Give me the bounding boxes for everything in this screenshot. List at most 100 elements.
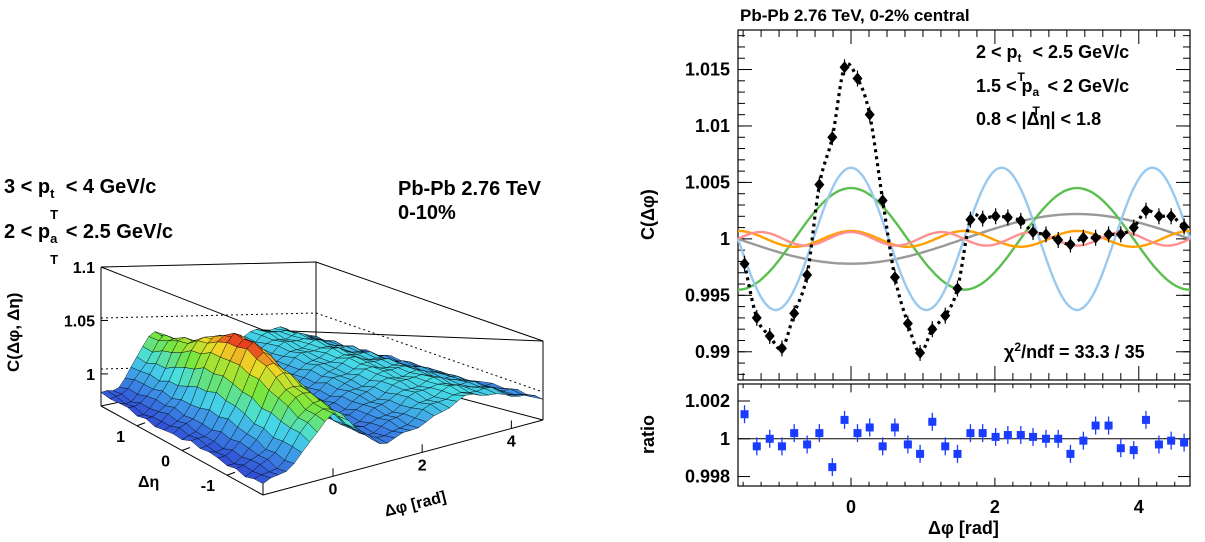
surface-cell <box>522 394 544 400</box>
y-tick-label: 1 <box>720 229 730 249</box>
right-xlabel: Δφ [rad] <box>928 518 999 538</box>
data-point <box>877 194 888 207</box>
y3d-tick <box>226 471 236 476</box>
ratio-point <box>752 442 761 451</box>
ratio-point <box>853 429 862 438</box>
ratio-point <box>1091 421 1100 430</box>
ratio-point <box>790 429 799 438</box>
ratio-point <box>840 415 849 424</box>
y-tick-label: 1.01 <box>695 116 730 136</box>
data-point <box>1065 238 1076 251</box>
data-point <box>852 72 863 85</box>
ratio-point <box>1116 444 1125 453</box>
ratio-point <box>803 440 812 449</box>
ratio-tick-label: 1 <box>720 429 730 449</box>
z-tick-label: 1.1 <box>73 260 95 277</box>
data-point <box>739 257 750 270</box>
data-point <box>927 323 938 336</box>
ratio-point <box>1003 431 1012 439</box>
data-point <box>1090 231 1101 244</box>
y-tick-label: 1.015 <box>685 60 730 80</box>
ratio-point <box>1141 415 1150 424</box>
y-axis-label-3d: Δη <box>138 474 160 491</box>
ratio-point <box>991 432 1000 441</box>
data-point <box>952 282 963 295</box>
x3d-tick-label: 0 <box>329 481 338 498</box>
y-tick-label: 1.005 <box>685 172 730 192</box>
data-point <box>1140 204 1151 217</box>
ratio-point <box>941 442 950 451</box>
z-tick-label: 1 <box>86 367 95 384</box>
ratio-point <box>903 440 912 449</box>
ratio-point <box>1066 449 1075 458</box>
data-point <box>915 346 926 359</box>
data-point <box>1078 231 1089 244</box>
x-tick-label: 2 <box>990 497 1000 517</box>
data-point <box>802 269 813 281</box>
ratio-point <box>1180 438 1189 447</box>
data-point <box>814 178 825 191</box>
ratio-point <box>1029 432 1038 441</box>
data-point <box>776 342 787 355</box>
data-point <box>1015 214 1026 227</box>
data-point <box>1002 211 1013 224</box>
ratio-point <box>815 429 824 438</box>
right-title: Pb-Pb 2.76 TeV, 0-2% central <box>740 6 970 25</box>
x3d-tick-label: 4 <box>507 433 516 450</box>
ratio-point <box>1016 431 1025 439</box>
ratio-point <box>1154 440 1163 449</box>
ratio-point <box>1041 434 1050 443</box>
y-tick-label: 0.995 <box>685 285 730 305</box>
y3d-tick <box>136 422 146 427</box>
ratio-point <box>978 429 987 438</box>
ratio-point <box>765 434 774 443</box>
data-point <box>864 108 875 121</box>
ratio-point <box>777 442 786 451</box>
data-point <box>902 317 913 330</box>
ratio-point <box>928 417 937 426</box>
data-point <box>1040 228 1051 241</box>
ratio-tick-label: 1.002 <box>685 391 730 411</box>
x3d-tick-label: 2 <box>418 457 427 474</box>
ratio-point <box>1079 436 1088 445</box>
ratio-point <box>1167 436 1176 445</box>
ratio-point <box>1104 421 1113 430</box>
ratio-tick-label: 0.998 <box>685 467 730 487</box>
x-tick-label: 4 <box>1134 497 1144 517</box>
ratio-point <box>966 429 975 438</box>
y-tick-label: 0.99 <box>695 342 730 362</box>
ratio-point <box>916 449 925 458</box>
left-centrality-label: 0-10% <box>398 202 456 224</box>
data-point <box>1053 234 1064 246</box>
data-point <box>1028 226 1039 239</box>
y3d-tick <box>181 447 191 451</box>
y3d-tick-label: 1 <box>116 429 125 446</box>
ratio-point <box>1054 434 1063 443</box>
data-point <box>1115 228 1126 241</box>
right-eta-gap-label: 0.8 < |Δη| < 1.8 <box>976 109 1102 129</box>
chi2-label: χ2/ndf = 33.3 / 35 <box>1004 340 1145 362</box>
ratio-point <box>828 463 837 472</box>
data-point <box>1179 220 1190 233</box>
surface-mesh <box>100 326 544 484</box>
data-point <box>889 271 900 284</box>
data-point <box>1166 210 1177 223</box>
x-tick-label: 0 <box>846 497 856 517</box>
z-tick-label: 1.05 <box>64 313 95 330</box>
left-system-label: Pb-Pb 2.76 TeV <box>398 178 542 200</box>
fourier-component-v4 <box>738 229 1190 248</box>
surface-plot: 1 1.05 1.1 0 2 4 1 0 -1 <box>64 260 544 498</box>
data-point <box>839 61 850 74</box>
ratio-point <box>878 442 887 451</box>
y3d-tick-label: -1 <box>201 478 215 495</box>
ratio-point <box>1129 446 1138 455</box>
data-point <box>1103 228 1114 241</box>
data-point <box>1128 221 1139 234</box>
ratio-point <box>865 423 874 432</box>
data-point <box>764 329 775 342</box>
fourier-component-v2 <box>737 186 1191 291</box>
